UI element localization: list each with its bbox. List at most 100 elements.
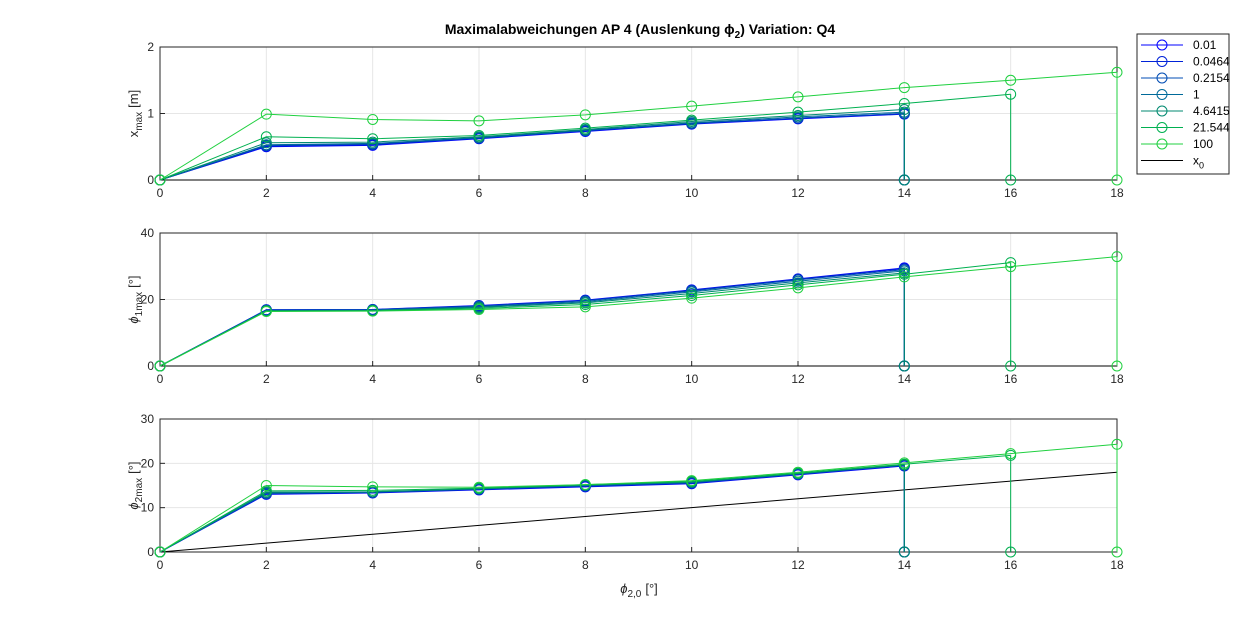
series-line: [159, 109, 905, 181]
chart-title: Maximalabweichungen AP 4 (Auslenkung ϕ2)…: [445, 21, 835, 41]
legend-label: 1: [1193, 88, 1200, 102]
y-tick-label: 40: [141, 226, 155, 240]
x-tick-label: 6: [476, 186, 483, 200]
data-point: [260, 137, 272, 149]
data-point: [898, 268, 910, 280]
x-tick-label: 10: [685, 558, 699, 572]
legend-label: 0.01: [1193, 38, 1217, 52]
data-point: [792, 466, 804, 478]
data-point: [898, 98, 910, 110]
x-tick-label: 4: [369, 558, 376, 572]
y-tick-label: 2: [147, 40, 154, 54]
data-point: [579, 109, 591, 121]
data-point: [367, 136, 379, 148]
data-point: [367, 133, 379, 145]
data-point: [473, 129, 485, 141]
data-point: [898, 457, 910, 469]
x-tick-label: 2: [263, 186, 270, 200]
x-tick-label: 12: [791, 372, 805, 386]
drop-point: [898, 360, 910, 372]
series-line: [159, 113, 905, 181]
x-tick-label: 10: [685, 186, 699, 200]
drop-point: [1005, 174, 1017, 186]
data-point: [260, 108, 272, 120]
data-point: [154, 360, 166, 372]
subplot-3: 0 2 4 6 8 10 12 14 16 18 0 10 20 30 ϕ2max[°]: [126, 412, 1124, 572]
legend-marker: [1156, 72, 1168, 84]
legend-label: 0.2154: [1193, 71, 1230, 85]
series-line: [159, 464, 905, 553]
x-tick-label: 4: [369, 372, 376, 386]
data-point: [686, 290, 698, 302]
legend-label: 4.6415: [1193, 104, 1230, 118]
x-tick-label: 12: [791, 186, 805, 200]
x-tick-label: 16: [1004, 372, 1018, 386]
x-tick-label: 16: [1004, 558, 1018, 572]
series-line: [159, 465, 905, 553]
data-point: [1005, 74, 1017, 86]
y-tick-label: 30: [141, 412, 155, 426]
legend-marker: [1156, 56, 1168, 67]
data-point: [792, 279, 804, 291]
data-point: [473, 115, 485, 127]
data-point: [367, 113, 379, 125]
y-tick-label: 0: [147, 173, 154, 187]
data-point: [367, 484, 379, 496]
legend-label: x0: [1193, 154, 1204, 171]
data-point: [260, 480, 272, 491]
x-tick-label: 4: [369, 186, 376, 200]
data-point: [1005, 448, 1017, 460]
legend-label: 100: [1193, 137, 1213, 151]
data-point: [260, 131, 272, 143]
data-point: [792, 106, 804, 118]
data-point: [1005, 261, 1017, 273]
x-tick-label: 0: [157, 186, 164, 200]
data-point: [686, 292, 698, 304]
series-line: [159, 93, 1011, 181]
x-tick-label: 2: [263, 372, 270, 386]
data-point: [686, 475, 698, 487]
data-point: [792, 91, 804, 103]
y-tick-label: 20: [141, 456, 155, 470]
x-tick-label: 6: [476, 558, 483, 572]
x-tick-label: 10: [685, 372, 699, 386]
x-tick-label: 2: [263, 558, 270, 572]
legend: 0.01 0.0464 0.2154 1 4.6415 21.544 100 x0: [1136, 33, 1230, 175]
data-point: [579, 298, 591, 310]
legend-box: [1136, 33, 1230, 175]
x-tick-label: 8: [582, 186, 589, 200]
drop-point: [898, 546, 910, 558]
x-tick-label: 8: [582, 372, 589, 386]
series-line: [159, 256, 1118, 367]
drop-point: [1111, 360, 1123, 372]
data-point: [579, 301, 591, 313]
data-point: [367, 305, 379, 317]
reference-line-x0: [159, 471, 1118, 553]
drop-point: [1111, 546, 1123, 558]
data-point: [792, 282, 804, 294]
drop-point: [1005, 546, 1017, 558]
data-point: [367, 481, 379, 493]
series-line: [159, 111, 905, 181]
legend-marker: [1156, 138, 1168, 150]
series-line: [159, 464, 905, 553]
data-point: [792, 109, 804, 121]
x-tick-label: 18: [1110, 186, 1124, 200]
x-tick-label: 18: [1110, 372, 1124, 386]
series-line: [159, 465, 905, 553]
y-tick-label: 1: [147, 107, 154, 121]
data-point: [579, 479, 591, 491]
data-point: [260, 305, 272, 317]
x-tick-label: 16: [1004, 186, 1018, 200]
subplot-2: 0 2 4 6 8 10 12 14 16 18 0 20 40 ϕ1max[°]: [126, 226, 1124, 386]
x-tick-label: 0: [157, 558, 164, 572]
legend-marker: [1156, 89, 1168, 100]
drop-point: [898, 174, 910, 186]
x-axis-label: ϕ2,0 [°]: [620, 581, 658, 600]
drop-point: [1111, 174, 1123, 186]
series-line: [159, 443, 1118, 553]
data-point: [154, 174, 166, 186]
series-line: [159, 71, 1118, 181]
